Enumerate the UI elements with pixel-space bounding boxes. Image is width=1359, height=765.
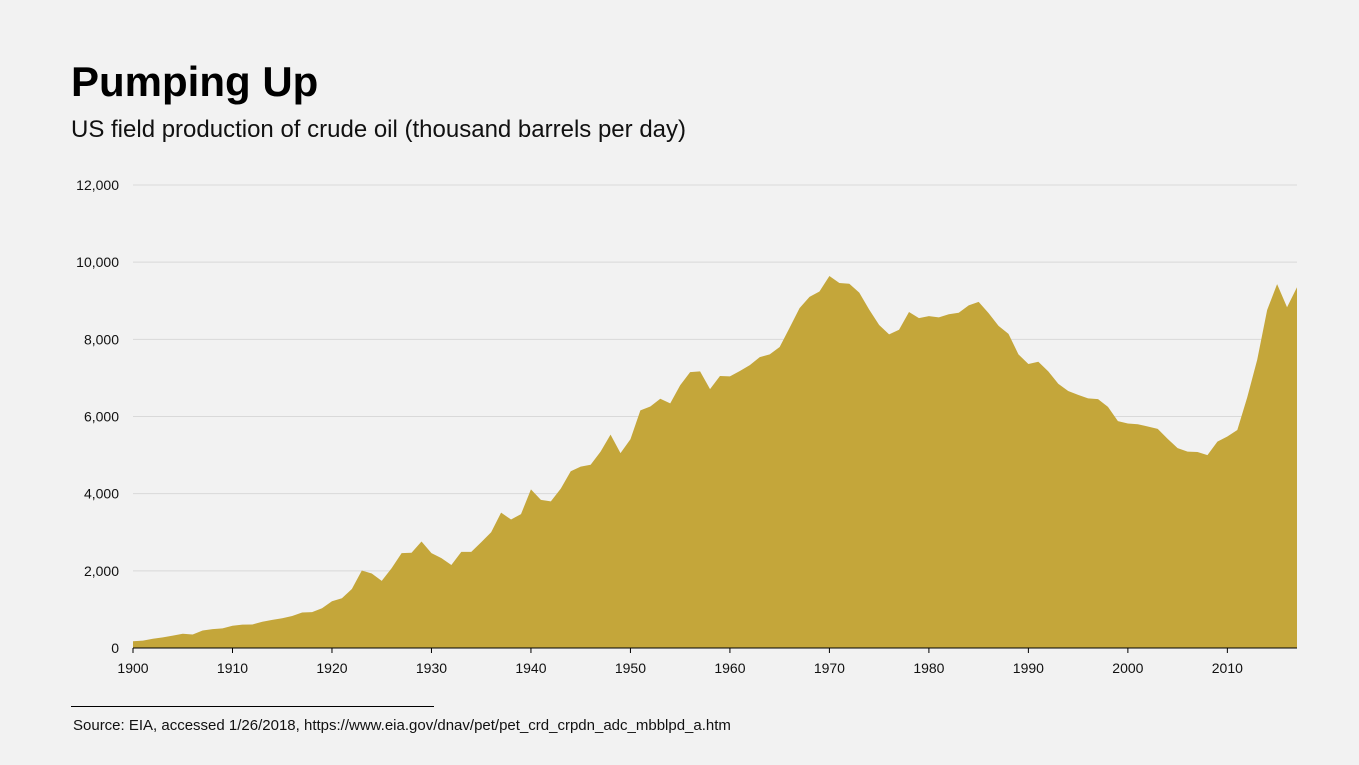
- y-tick-label: 8,000: [84, 331, 119, 347]
- production-area: [133, 276, 1297, 648]
- x-tick-label: 1900: [117, 660, 148, 676]
- chart-subtitle: US field production of crude oil (thousa…: [71, 116, 686, 143]
- chart-title: Pumping Up: [71, 58, 319, 105]
- x-tick-label: 2010: [1212, 660, 1243, 676]
- x-tick-label: 1920: [316, 660, 347, 676]
- x-tick-label: 1940: [515, 660, 546, 676]
- x-tick-label: 2000: [1112, 660, 1143, 676]
- x-tick-label: 1960: [714, 660, 745, 676]
- x-tick-label: 1990: [1013, 660, 1044, 676]
- axes: [132, 647, 1297, 653]
- x-tick-label: 1950: [615, 660, 646, 676]
- x-tick-label: 1970: [814, 660, 845, 676]
- x-tick-label: 1930: [416, 660, 447, 676]
- x-axis-tick-labels: 1900 1910 1920 1930 1940 1950 1960 1970 1980 1990…: [117, 660, 1243, 676]
- x-tick-label: 1910: [217, 660, 248, 676]
- source-divider: [71, 706, 434, 707]
- x-tick-label: 1980: [913, 660, 944, 676]
- y-tick-label: 4,000: [84, 486, 119, 502]
- y-axis-tick-labels: 0 2,000 4,000 6,000 8,000 10,000 12,000: [76, 177, 119, 656]
- source-note: Source: EIA, accessed 1/26/2018, https:/…: [73, 717, 731, 734]
- y-tick-label: 2,000: [84, 563, 119, 579]
- y-tick-label: 10,000: [76, 254, 119, 270]
- area-layer: [133, 276, 1297, 648]
- y-tick-label: 6,000: [84, 409, 119, 425]
- y-tick-label: 12,000: [76, 177, 119, 193]
- y-tick-label: 0: [111, 640, 119, 656]
